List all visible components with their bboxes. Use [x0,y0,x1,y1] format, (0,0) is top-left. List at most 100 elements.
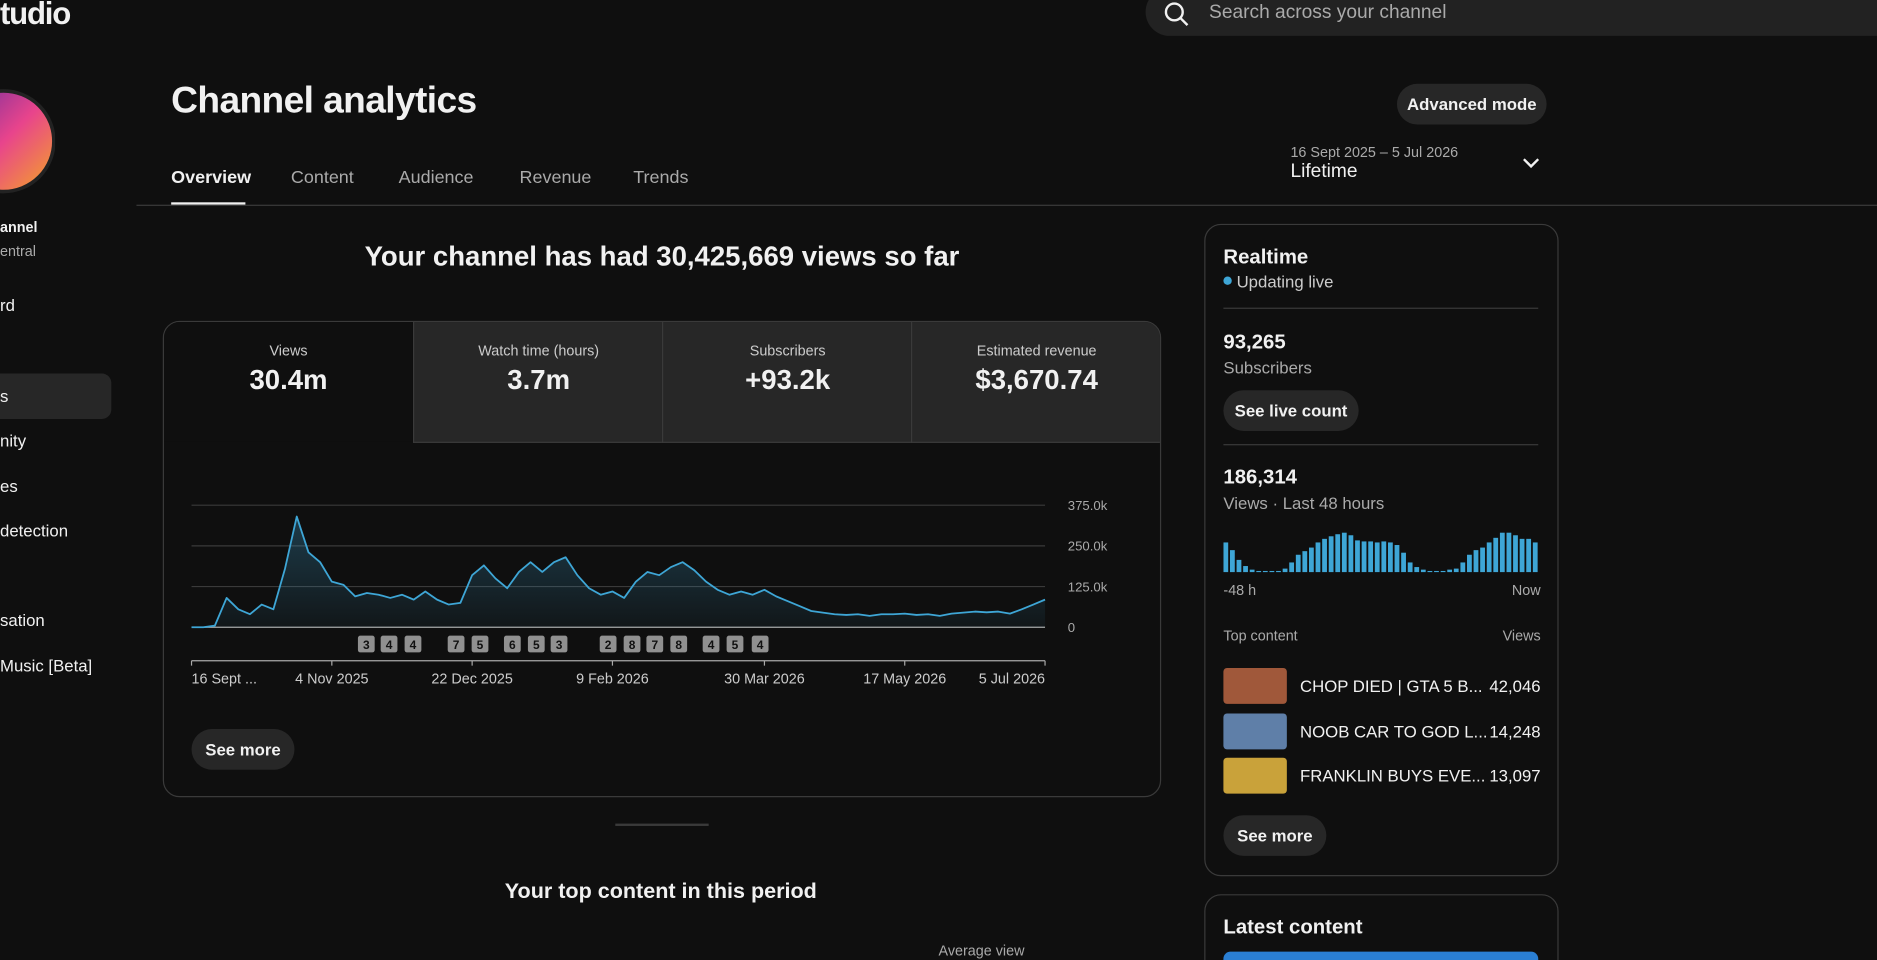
tab[interactable]: Audience [398,167,474,188]
bar [1355,540,1360,573]
nav-item[interactable]: Music [Beta] [0,655,93,676]
bar [1453,568,1459,573]
nav-item[interactable]: sation [0,610,45,630]
bar [1276,570,1281,573]
annotation-badge[interactable] [471,635,489,653]
content-views: 13,097 [1489,766,1541,786]
date-range[interactable]: 16 Sept 2025 – 5 Jul 2026 [1290,143,1459,161]
metric-value: +93.2k [745,363,831,396]
nav-item[interactable]: s [0,386,9,406]
annotation-label: 5 [732,638,739,652]
metric-tab[interactable]: Subscribers +93.2k [661,322,913,443]
bar [1506,532,1512,573]
metric-label: Watch time (hours) [478,342,600,360]
thumbnail[interactable] [1223,667,1287,704]
bar [1348,535,1354,573]
section-title: Your top content in this period [504,878,817,903]
dropdown-chevron[interactable] [1520,156,1542,173]
annotation-badge[interactable] [623,635,641,653]
period[interactable]: Lifetime [1290,161,1358,182]
thumbnail[interactable] [1223,951,1539,960]
annotation-badge[interactable] [380,635,398,653]
live-status: Updating live [1236,271,1334,291]
bar [1256,570,1262,573]
annotation-label: 5 [533,638,540,652]
metric-tab[interactable]: Watch time (hours) 3.7m [412,322,664,443]
logo[interactable]: tudio [0,0,71,32]
search-box[interactable]: Search across your channel [1145,0,1877,36]
see-more-button[interactable]: See more [1223,815,1327,856]
tab-divider [136,204,1877,206]
bar [1394,545,1400,573]
bar [1229,550,1235,573]
bar [1447,569,1453,573]
metric-tab[interactable]: Estimated revenue $3,670.74 [910,322,1160,443]
line-area [191,516,1046,628]
bar [1223,542,1229,573]
annotation-badge[interactable] [404,635,422,653]
advanced-mode-button[interactable]: Advanced mode [1396,83,1547,125]
annotation-badge[interactable] [503,635,521,653]
live-count-button[interactable]: See live count [1223,390,1359,431]
metric-tab[interactable]: Views 30.4m [163,322,413,442]
tab-underline [171,202,246,205]
annotation-label: 4 [386,638,393,652]
divider [1223,444,1539,446]
annotation-badge[interactable] [447,635,465,653]
annotation-badge[interactable] [702,635,720,653]
bar [1407,562,1413,573]
annotation-badge[interactable] [527,635,545,653]
nav-active-bg [0,373,112,419]
annotation-badge[interactable] [357,635,375,653]
nav-item[interactable]: es [0,476,18,496]
x-tick-label: 22 Dec 2025 [431,672,512,688]
y-tick-label: 375.0k [1068,498,1108,513]
annotation-badge[interactable] [599,635,617,653]
bar [1467,554,1472,573]
annotation-badge[interactable] [670,635,688,653]
bar [1513,535,1518,573]
annotation-badge[interactable] [550,635,568,653]
channel-avatar[interactable] [0,79,56,203]
bar [1414,567,1420,573]
content-title[interactable]: NOOB CAR TO GOD L... [1300,721,1488,741]
nav-item[interactable]: rd [0,295,15,315]
divider [1223,307,1539,309]
bar [1499,532,1505,573]
bar [1388,542,1393,573]
tab[interactable]: Content [290,167,354,188]
bar [1269,570,1275,573]
metric-label: Views [269,342,308,360]
bar [1440,570,1446,573]
see-more-button[interactable]: See more [191,729,295,770]
bar [1328,536,1334,573]
x-tick-label: 9 Feb 2026 [576,672,649,688]
metric-label: Subscribers [749,342,826,360]
content-title[interactable]: FRANKLIN BUYS EVE... [1300,766,1486,786]
metric-value: $3,670.74 [975,363,1098,396]
bar [1532,542,1538,573]
metrics-card: Views 30.4m Watch time (hours) 3.7m Subscrib… [162,320,1162,798]
channel-subtitle: entral [0,243,36,260]
metric-value: 3.7m [507,363,571,396]
bar [1262,570,1268,573]
content-title[interactable]: CHOP DIED | GTA 5 B... [1300,676,1483,696]
tab[interactable]: Trends [633,167,689,188]
bar [1434,570,1439,573]
realtime-card: Realtime Updating live 93,265 Subscriber… [1204,223,1559,877]
annotation-badge[interactable] [751,635,769,653]
thumbnail[interactable] [1223,712,1287,749]
bar [1374,542,1380,573]
nav-item[interactable]: detection [0,520,69,540]
tab[interactable]: Revenue [519,167,592,188]
annotation-badge[interactable] [726,635,744,653]
annotation-label: 4 [708,638,715,652]
nav-item[interactable]: nity [0,430,27,451]
views-column-label: Views [1502,627,1541,645]
tab[interactable]: Overview [171,167,252,188]
bar [1526,538,1532,573]
annotation-badge[interactable] [646,635,664,653]
thumbnail[interactable] [1223,757,1287,794]
live-dot [1223,276,1232,285]
